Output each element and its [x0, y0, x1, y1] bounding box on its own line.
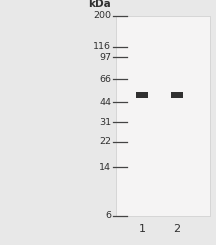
Text: 6: 6: [105, 211, 111, 220]
Bar: [136, 92, 148, 98]
Text: 31: 31: [99, 118, 111, 127]
Bar: [170, 92, 183, 98]
Text: 14: 14: [99, 163, 111, 172]
Text: 66: 66: [99, 74, 111, 84]
Bar: [116, 16, 210, 216]
Text: 2: 2: [173, 224, 180, 234]
Text: 116: 116: [93, 42, 111, 51]
Text: 200: 200: [93, 12, 111, 20]
Text: 22: 22: [99, 137, 111, 146]
Text: kDa: kDa: [89, 0, 111, 9]
Text: 97: 97: [99, 53, 111, 62]
Text: 1: 1: [138, 224, 145, 234]
Text: 44: 44: [99, 98, 111, 107]
